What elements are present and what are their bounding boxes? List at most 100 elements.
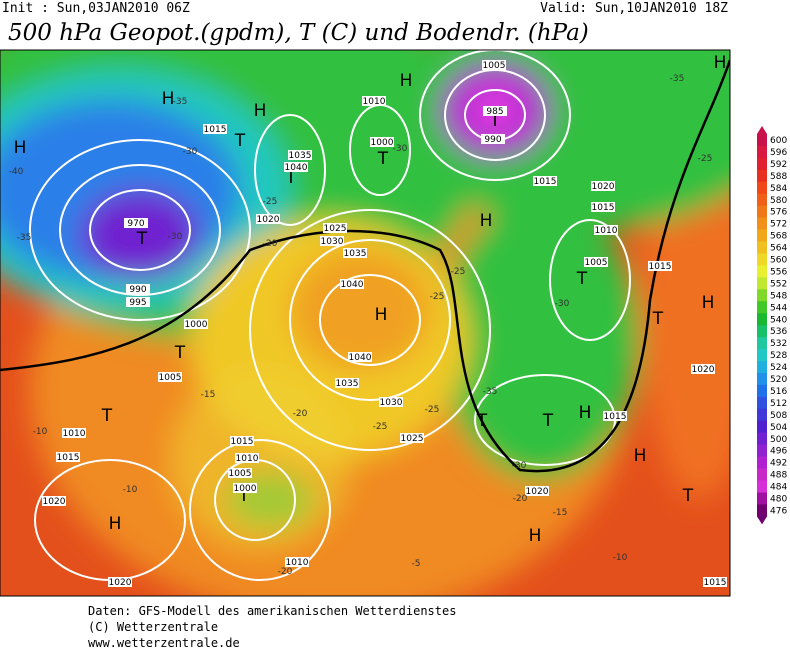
temperature-label: -25 (373, 422, 388, 432)
temperature-label: -25 (698, 154, 713, 164)
colorbar-swatch (757, 504, 767, 517)
colorbar-label: 512 (770, 399, 787, 409)
colorbar-label: 544 (770, 303, 787, 313)
colorbar-label: 496 (770, 447, 787, 457)
high-marker: H (109, 514, 122, 534)
isobar-label: 1035 (289, 151, 312, 161)
isobar-label-bg (56, 452, 80, 462)
map-title: 500 hPa Geopot.(gpdm), T (C) und Bodendr… (8, 20, 589, 46)
colorbar-label: 508 (770, 411, 787, 421)
isobar-label: 1020 (109, 578, 132, 588)
colorbar-label: 536 (770, 327, 787, 337)
isobar-label-bg (323, 223, 347, 233)
isobar-label-bg (348, 352, 372, 362)
low-marker: T (136, 229, 148, 249)
isobar-label-bg (184, 319, 208, 329)
isobar-label-bg (533, 176, 557, 186)
isobar-label-bg (42, 496, 66, 506)
footer-line: (C) Wetterzentrale (88, 620, 218, 634)
colorbar-swatch (757, 265, 767, 278)
isobar-label-bg (284, 162, 308, 172)
isobar-label: 990 (484, 135, 501, 145)
isobar-label: 1000 (371, 138, 394, 148)
isobar-label: 1005 (483, 61, 506, 71)
isobar-label: 985 (486, 107, 503, 117)
temperature-label: -20 (263, 239, 278, 249)
colorbar-swatch (757, 373, 767, 386)
temperature-label: -20 (278, 567, 293, 577)
colorbar-label: 580 (770, 196, 787, 206)
isobar-label: 1010 (595, 226, 618, 236)
isobar-label: 1040 (349, 353, 372, 363)
isobar-label-bg (591, 202, 615, 212)
colorbar-label: 476 (770, 506, 787, 516)
isobar-label: 1015 (57, 453, 80, 463)
colorbar-label: 560 (770, 256, 787, 266)
isobar-label-bg (525, 486, 549, 496)
colorbar-swatch (757, 157, 767, 171)
isobar-label-bg (288, 150, 312, 160)
colorbar-swatch (757, 277, 767, 290)
colorbar-label: 564 (770, 244, 787, 254)
isobar-label: 970 (127, 219, 144, 229)
isobar-label: 1010 (63, 429, 86, 439)
isobar-label: 1020 (43, 497, 66, 507)
colorbar-swatch (757, 492, 767, 505)
high-marker: H (634, 446, 647, 466)
isobar-label: 1015 (649, 262, 672, 272)
isobar-label-bg (228, 468, 252, 478)
high-marker: H (162, 89, 175, 109)
isobar-label: 1000 (185, 320, 208, 330)
colorbar-swatch (757, 289, 767, 302)
isobar-label-bg (126, 284, 150, 294)
colorbar-swatch (757, 205, 767, 218)
low-marker: T (652, 309, 664, 329)
colorbar-swatch (757, 456, 767, 469)
colorbar-swatch (757, 217, 767, 230)
colorbar-swatch (757, 361, 767, 374)
low-marker: T (377, 149, 389, 169)
footer-line: www.wetterzentrale.de (88, 636, 240, 648)
isobar-label-bg (691, 364, 715, 374)
isobar-label-bg (235, 453, 259, 463)
temperature-label: -15 (201, 390, 216, 400)
colorbar-label: 528 (770, 351, 787, 361)
colorbar-swatch (757, 325, 767, 338)
high-marker: H (702, 293, 715, 313)
colorbar-label: 520 (770, 375, 787, 385)
isobar-label-bg (594, 225, 618, 235)
isobar-label: 1010 (236, 454, 259, 464)
isobar-label-bg (126, 297, 150, 307)
isobar-label-bg (62, 428, 86, 438)
temperature-label: -5 (412, 559, 421, 569)
temperature-label: -35 (670, 74, 685, 84)
high-marker: H (254, 101, 267, 121)
temperature-label: -25 (451, 267, 466, 277)
low-marker: T (285, 168, 297, 188)
colorbar-label: 568 (770, 232, 787, 242)
isobar-label: 1040 (285, 163, 308, 173)
colorbar-swatch (757, 145, 767, 159)
temperature-label: -10 (613, 553, 628, 563)
isobar-label-bg (648, 261, 672, 271)
colorbar-swatch (757, 229, 767, 242)
isobar-label-bg (703, 577, 727, 587)
high-marker: H (529, 526, 542, 546)
isobar-label: 1020 (257, 215, 280, 225)
isobar-label: 1005 (159, 373, 182, 383)
isobar-label: 1020 (592, 182, 615, 192)
isobar-label-bg (379, 397, 403, 407)
colorbar-label: 552 (770, 279, 787, 289)
colorbar-swatch (757, 384, 767, 398)
map-frame (0, 49, 731, 597)
colorbar-label: 556 (770, 267, 787, 277)
isobar-label-bg (203, 124, 227, 134)
temperature-label: -30 (512, 461, 527, 471)
colorbar-swatch (757, 349, 767, 362)
colorbar-label: 576 (770, 208, 787, 218)
colorbar-label: 524 (770, 363, 787, 373)
isobar-label: 1015 (604, 412, 627, 422)
